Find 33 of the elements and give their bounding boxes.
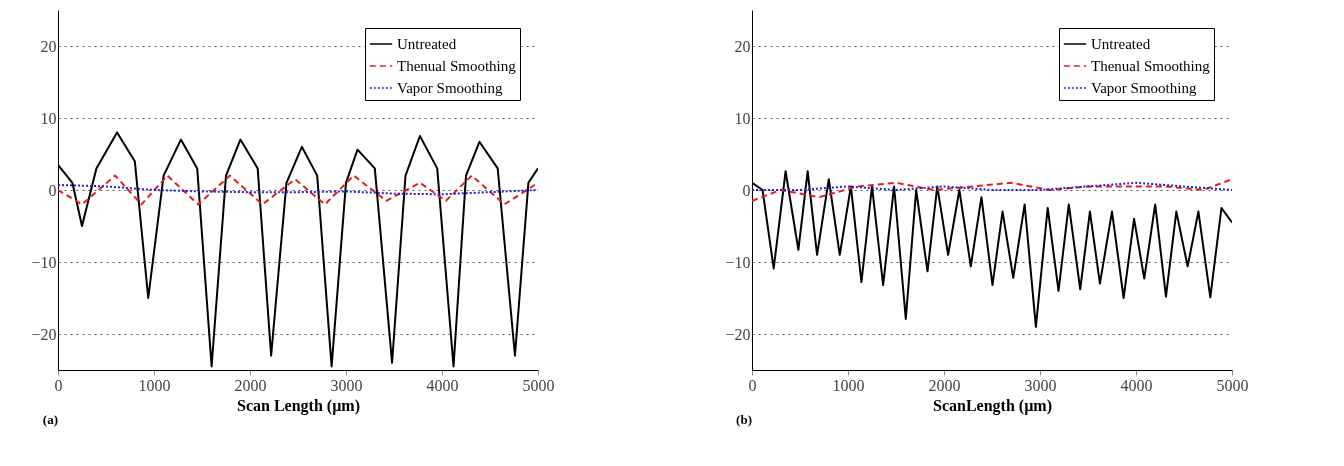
legend-label: Untreated xyxy=(397,36,457,52)
y-tick-label: 0 xyxy=(48,181,57,199)
x-tick-label: 2000 xyxy=(234,376,267,394)
line-series xyxy=(752,178,1232,202)
y-tick-label: −20 xyxy=(725,325,751,343)
x-tick-label: 2000 xyxy=(928,376,961,394)
y-tick-label: 20 xyxy=(40,37,57,55)
legend-label: Thenual Smoothing xyxy=(397,58,517,74)
x-tick-label: 5000 xyxy=(522,376,555,394)
x-tick-label: 4000 xyxy=(426,376,459,394)
y-tick-label: −10 xyxy=(725,253,751,271)
text: (b) xyxy=(736,412,752,427)
line-series xyxy=(58,183,538,196)
x-tick-label: 5000 xyxy=(1216,376,1249,394)
y-tick-label: −10 xyxy=(31,253,57,271)
x-tick-label: 1000 xyxy=(832,376,865,394)
y-tick-label: 0 xyxy=(742,181,751,199)
x-tick-label: 3000 xyxy=(1024,376,1057,394)
y-tick-label: 20 xyxy=(734,37,751,55)
x-tick-label: 4000 xyxy=(1120,376,1153,394)
legend-label: Untreated xyxy=(1091,36,1151,52)
line-series xyxy=(58,174,538,206)
y-tick-label: 10 xyxy=(40,109,57,127)
x-axis-title: ScanLength (µm) xyxy=(933,396,1052,415)
legend-label: Thenual Smoothing xyxy=(1091,58,1211,74)
x-tick-label: 3000 xyxy=(330,376,363,394)
x-axis-title: Scan Length (µm) xyxy=(237,396,360,415)
legend-label: Vapor Smoothing xyxy=(397,80,503,96)
legend-label: Vapor Smoothing xyxy=(1091,80,1197,96)
x-tick-label: 1000 xyxy=(138,376,171,394)
y-tick-label: −20 xyxy=(31,325,57,343)
text: (a) xyxy=(42,412,58,427)
y-tick-label: 10 xyxy=(734,109,751,127)
